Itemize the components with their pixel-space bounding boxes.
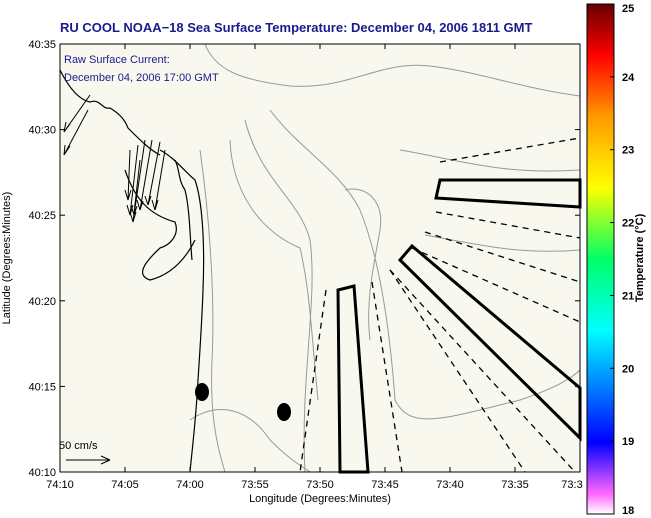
x-tick-label: 73:3 (561, 479, 582, 491)
contour-shelf-2 (269, 109, 581, 420)
annotation-line-1: Raw Surface Current: (64, 54, 170, 66)
radial-dashed-lines (299, 137, 581, 473)
colorbar-tick-label: 24 (622, 72, 635, 84)
coast-north (59, 69, 161, 156)
current-vectors (63, 94, 166, 223)
scale-label: 50 cm/s (59, 440, 98, 452)
y-tick-label: 40:20 (28, 296, 56, 308)
x-axis-label: Longitude (Degrees:Minutes) (249, 493, 391, 505)
vector-2 (63, 109, 89, 156)
radial-line-2 (435, 211, 581, 239)
x-tick-label: 73:50 (306, 479, 334, 491)
colorbar-label: Temperature (°C) (634, 213, 646, 302)
colorbar-tick-label: 19 (622, 436, 634, 448)
y-tick-label: 40:35 (28, 39, 56, 51)
radial-line-5 (389, 269, 576, 473)
contour-deep (424, 234, 581, 252)
x-tick-label: 74:05 (111, 479, 139, 491)
colorbar-tick-label: 25 (622, 3, 634, 15)
x-tick-label: 74:00 (176, 479, 204, 491)
x-tick-label: 73:40 (436, 479, 464, 491)
vector-3 (124, 149, 132, 201)
colorbar (586, 3, 615, 515)
scale-arrow (66, 455, 111, 465)
radial-line-4 (411, 247, 581, 323)
colorbar-tick-label: 21 (622, 290, 634, 302)
vector-9 (129, 159, 141, 223)
coast-inlet (174, 159, 193, 261)
y-axis-ticks: 40:35 40:30 40:25 40:20 40:15 40:10 (28, 39, 580, 479)
map-title: RU COOL NOAA−18 Sea Surface Temperature:… (60, 20, 533, 35)
bathymetry-contours (189, 43, 581, 473)
vector-8 (151, 149, 166, 211)
radial-line-1 (439, 137, 581, 163)
colorbar-tick-label: 18 (622, 505, 634, 517)
contour-outer (204, 43, 581, 97)
colorbar-tick-label: 20 (622, 363, 634, 375)
x-tick-label: 73:35 (501, 479, 529, 491)
station-dot-2 (277, 403, 291, 421)
y-tick-label: 40:10 (28, 467, 56, 479)
contour-shelf-3 (229, 139, 319, 401)
y-tick-label: 40:30 (28, 125, 56, 137)
y-tick-label: 40:25 (28, 210, 56, 222)
radial-line-8 (389, 269, 526, 473)
annotation-line-2: December 04, 2006 17:00 GMT (64, 72, 219, 84)
vector-6 (136, 139, 153, 211)
x-axis-ticks: 74:10 74:05 74:00 73:55 73:50 73:45 73:40 73:35… (46, 44, 583, 491)
colorbar-tick-label: 22 (622, 218, 634, 230)
y-axis-label: Latitude (Degrees:Minutes) (1, 192, 13, 325)
contour-inner-2 (189, 409, 311, 473)
coast-bay (124, 169, 196, 281)
vector-7 (144, 141, 161, 206)
x-tick-label: 73:55 (241, 479, 269, 491)
x-tick-label: 73:45 (371, 479, 399, 491)
vector-1 (63, 94, 91, 133)
coast-peninsula (159, 149, 205, 473)
map-background (60, 44, 580, 472)
colorbar-tick-label: 23 (622, 145, 634, 157)
coastline (59, 69, 205, 473)
radial-line-7 (299, 289, 327, 473)
contour-plume (344, 188, 382, 341)
y-tick-label: 40:15 (28, 381, 56, 393)
station-dot-1 (195, 383, 209, 401)
contour-inner-1 (199, 149, 226, 473)
colorbar-ticks: 25 24 23 22 21 20 19 18 (610, 3, 635, 517)
contour-east (399, 149, 581, 172)
radial-line-3 (424, 231, 581, 283)
x-tick-label: 74:10 (46, 479, 74, 491)
contour-shelf-1 (244, 119, 313, 473)
